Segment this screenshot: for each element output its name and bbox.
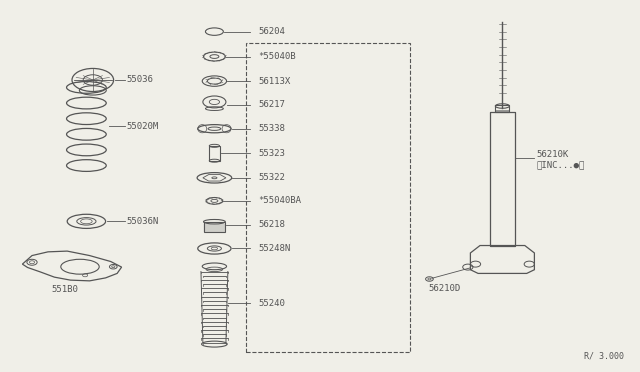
Bar (495, 105, 509, 112)
Text: 56218: 56218 (258, 220, 285, 229)
Text: 55323: 55323 (258, 149, 285, 158)
Bar (490, 112, 515, 246)
Bar (209, 146, 220, 161)
Text: 551B0: 551B0 (51, 285, 78, 294)
Bar (246, 43, 410, 352)
Text: *55040BA: *55040BA (258, 196, 301, 205)
Text: 56210D: 56210D (429, 284, 461, 293)
Bar (204, 222, 225, 232)
Text: 55248N: 55248N (258, 244, 290, 253)
Text: 55036N: 55036N (127, 217, 159, 226)
Text: 56217: 56217 (258, 100, 285, 109)
Text: *55040B: *55040B (258, 52, 296, 61)
Text: 55240: 55240 (258, 299, 285, 308)
Text: 55322: 55322 (258, 173, 285, 182)
Text: 56113X: 56113X (258, 77, 290, 86)
Text: 55020M: 55020M (127, 122, 159, 131)
Text: 56210K: 56210K (536, 150, 568, 159)
Text: R/ 3.000: R/ 3.000 (584, 352, 624, 361)
Text: 55338: 55338 (258, 124, 285, 133)
Text: 55036: 55036 (127, 76, 154, 84)
Text: 56204: 56204 (258, 27, 285, 36)
Text: 〈INC...●〉: 〈INC...●〉 (536, 160, 585, 169)
